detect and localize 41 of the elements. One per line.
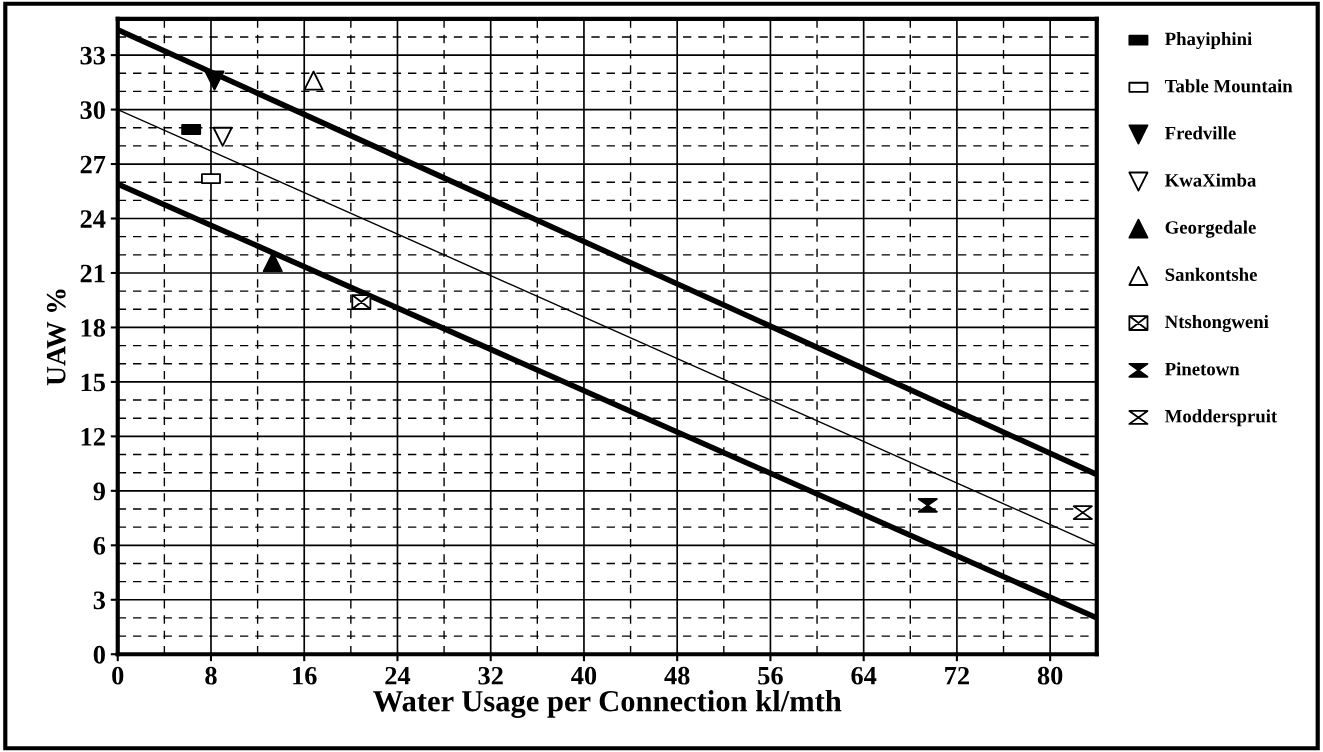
x-tick-label: 40 bbox=[571, 666, 597, 685]
y-axis-title: UAW % bbox=[46, 289, 66, 386]
legend-label: Sankontshe bbox=[1165, 267, 1257, 282]
y-tick-label: 9 bbox=[93, 482, 105, 501]
legend-label: Table Mountain bbox=[1164, 79, 1293, 93]
x-tick-label: 72 bbox=[945, 666, 969, 685]
y-tick-label: 21 bbox=[80, 264, 105, 283]
x-tick-label: 64 bbox=[851, 666, 877, 685]
y-tick-label: 12 bbox=[81, 428, 105, 446]
legend-label: Ntshongweni bbox=[1165, 314, 1269, 333]
x-tick-label: 16 bbox=[293, 666, 317, 685]
x-tick-label: 0 bbox=[112, 666, 124, 685]
y-tick-label: 6 bbox=[93, 536, 106, 555]
legend-label: Modderspruit bbox=[1165, 409, 1278, 427]
legend-label: Phayiphini bbox=[1165, 32, 1252, 50]
y-tick-label: 3 bbox=[93, 591, 106, 610]
point bbox=[917, 497, 938, 513]
point bbox=[204, 70, 225, 91]
legend-label: Fredville bbox=[1165, 126, 1236, 140]
point bbox=[351, 294, 372, 310]
point bbox=[303, 70, 324, 91]
point bbox=[262, 252, 283, 273]
legend-label: Georgedale bbox=[1165, 220, 1256, 238]
point bbox=[1072, 505, 1093, 521]
legend-label: Pinetown bbox=[1165, 362, 1240, 376]
y-tick-label: 15 bbox=[81, 373, 105, 392]
point bbox=[212, 126, 233, 147]
x-axis-title: Water Usage per Connection kl/mth bbox=[373, 689, 842, 718]
y-tick-label: 0 bbox=[93, 645, 105, 664]
x-tick-label: 8 bbox=[205, 666, 217, 685]
y-tick-label: 24 bbox=[80, 210, 106, 228]
y-tick-label: 30 bbox=[80, 101, 105, 119]
x-tick-label: 56 bbox=[758, 666, 783, 685]
x-tick-label: 32 bbox=[478, 666, 503, 685]
legend-label: KwaXimba bbox=[1165, 173, 1257, 187]
y-tick-label: 27 bbox=[80, 155, 106, 174]
y-tick-label: 18 bbox=[81, 319, 106, 337]
x-tick-label: 80 bbox=[1037, 666, 1063, 685]
y-tick-label: 33 bbox=[80, 46, 106, 65]
x-tick-label: 24 bbox=[385, 666, 411, 685]
x-tick-label: 48 bbox=[664, 666, 690, 685]
